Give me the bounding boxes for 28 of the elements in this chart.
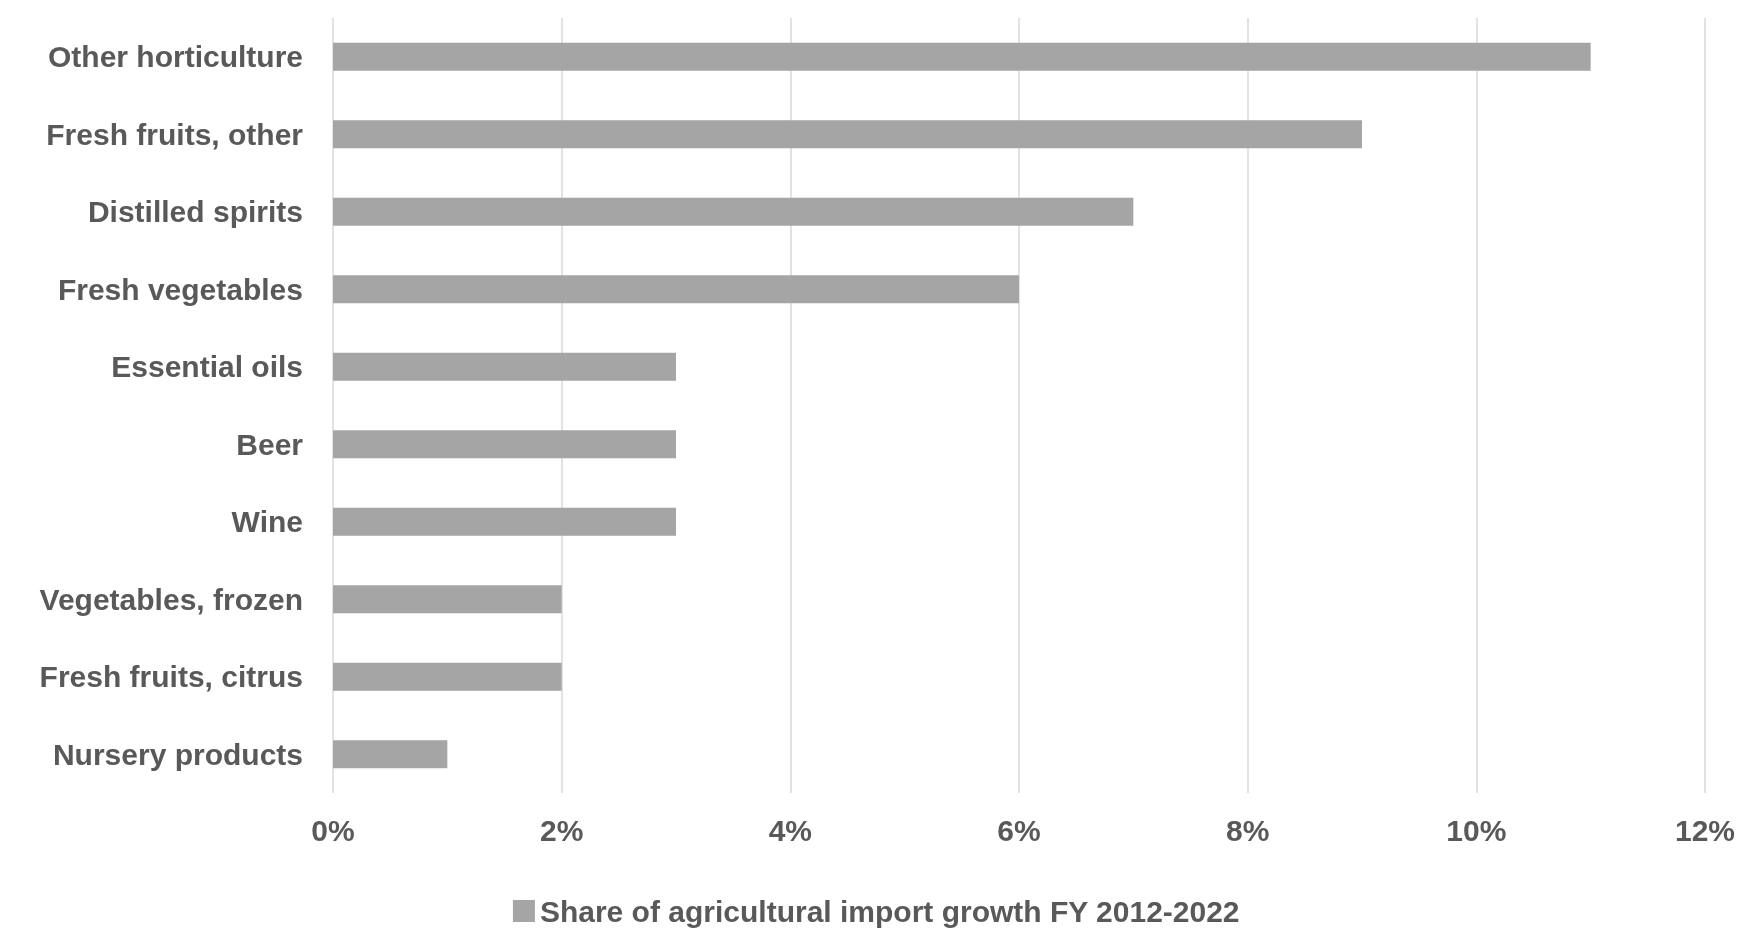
y-tick-label: Essential oils	[111, 350, 303, 384]
bar	[333, 197, 1134, 226]
bar	[333, 275, 1019, 304]
bar	[333, 662, 562, 691]
x-tick-label: 10%	[1446, 813, 1507, 847]
legend-label: Share of agricultural import growth FY 2012-2022	[539, 894, 1240, 928]
bar	[333, 585, 562, 614]
y-tick-label: Nursery products	[52, 737, 303, 771]
y-tick-label: Fresh vegetables	[57, 272, 303, 306]
x-tick-label: 12%	[1674, 813, 1736, 847]
y-tick-label: Other horticulture	[47, 40, 303, 74]
x-tick-label: 6%	[997, 813, 1041, 847]
y-tick-label: Vegetables, frozen	[39, 582, 303, 616]
y-tick-label: Fresh fruits, other	[46, 117, 304, 151]
x-tick-label: 0%	[311, 813, 355, 847]
y-tick-label: Beer	[236, 427, 304, 461]
bar	[333, 507, 676, 536]
bar	[333, 42, 1591, 71]
bar	[333, 120, 1362, 149]
y-tick-label: Fresh fruits, citrus	[39, 660, 303, 694]
x-tick-label: 8%	[1225, 813, 1270, 847]
bar	[333, 430, 676, 459]
x-tick-label: 2%	[539, 813, 584, 847]
x-tick-label: 4%	[768, 813, 813, 847]
bar	[333, 352, 676, 381]
y-tick-label: Wine	[231, 505, 303, 539]
bar	[333, 740, 448, 769]
y-tick-label: Distilled spirits	[87, 195, 303, 229]
